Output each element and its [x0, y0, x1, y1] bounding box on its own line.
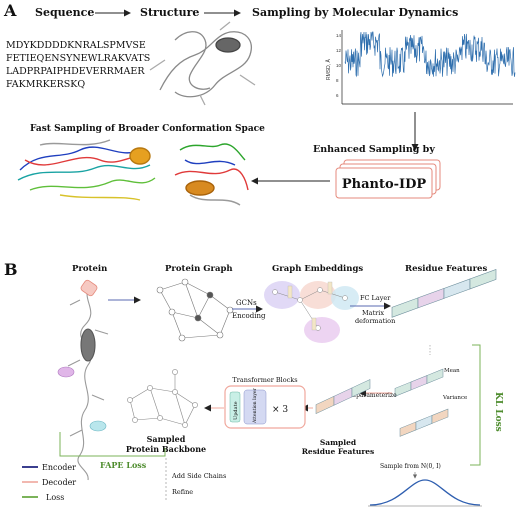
protein-graph [156, 278, 234, 342]
md-ytick-12: 12 [336, 48, 342, 53]
graph-embeddings-title: Graph Embeddings [272, 264, 363, 274]
transformer-title: Transformer Blocks [232, 376, 297, 384]
sequence-text: MDYKDDDDKNRALSPMVSE FETIEQENSYNEWLRAKVAT… [6, 40, 150, 90]
times-three-label: × 3 [272, 405, 288, 415]
fast-sampling-title: Fast Sampling of Broader Conformation Sp… [30, 124, 265, 134]
sequence-line-1: MDYKDDDDKNRALSPMVSE [6, 40, 146, 51]
sampled-features-label-1: Sampled [320, 438, 357, 447]
phanto-idp-label: Phanto-IDP [342, 177, 427, 192]
panel-b-letter: B [4, 260, 18, 279]
variance-bar [399, 408, 449, 437]
kl-loss-label: KL Loss [493, 392, 503, 432]
residue-features-title: Residue Features [405, 264, 487, 274]
legend-loss-label: Loss [46, 493, 64, 502]
sequence-line-3: LADPRPAIPHDEVERRMAER [6, 66, 145, 77]
md-ytick-6: 6 [336, 93, 339, 98]
legend-encoder-label: Encoder [42, 463, 76, 472]
attention-label: Attention layer [252, 387, 258, 424]
md-ylabel: RMSD, Å [325, 59, 332, 81]
conformation-ensemble-1 [17, 139, 156, 201]
deformation-label: deformation [355, 317, 395, 325]
enhanced-sampling-title: Enhanced Sampling by [313, 144, 435, 155]
structure-image [149, 21, 256, 106]
structure-title: Structure [140, 6, 199, 19]
protein-structure [57, 279, 109, 481]
encoding-label: Encoding [232, 312, 266, 320]
graph-embeddings [264, 281, 359, 343]
legend: Encoder Decoder Loss [22, 463, 76, 502]
md-title: Sampling by Molecular Dynamics [252, 6, 458, 19]
gcn-label: GCNs [236, 299, 257, 307]
fape-loss-bracket [59, 432, 166, 457]
legend-decoder-label: Decoder [42, 478, 76, 487]
md-trace-line [344, 31, 516, 78]
md-ytick-14: 14 [336, 33, 342, 38]
fape-loss-label: FAPE Loss [100, 460, 147, 470]
add-side-chains-label: Add Side Chains [171, 472, 226, 480]
residue-features-bar [391, 269, 497, 318]
sequence-line-2: FETIEQENSYNEWLRAKVATS [6, 53, 150, 64]
conformation-ensemble-2 [174, 143, 249, 206]
protein-title: Protein [72, 264, 107, 274]
panel-a-letter: A [3, 1, 17, 20]
md-ytick-8: 8 [336, 78, 339, 83]
mean-label: Mean [444, 368, 460, 374]
phanto-idp-box: Phanto-IDP [335, 159, 441, 199]
reparameterize-label: Reparameterize [348, 392, 397, 399]
sampled-backbone-graph [127, 369, 198, 428]
sampled-features-label-2: Residue Features [302, 447, 375, 456]
sampled-residue-features-bar [315, 379, 371, 415]
sampled-backbone-label-1: Sampled [147, 434, 186, 444]
md-trace-plot: RMSD, Å 14 12 10 8 6 [325, 30, 516, 105]
sequence-line-4: FAKMRKERSKQ [6, 79, 85, 90]
protein-graph-title: Protein Graph [165, 264, 233, 274]
gaussian-curve [369, 479, 481, 506]
matrix-label: Matrix [362, 309, 384, 317]
fc-layer-label: FC Layer [360, 294, 391, 302]
sample-normal-label: Sample from N(0, I) [380, 463, 441, 470]
transformer-block: Update Attention layer × 3 [224, 385, 306, 429]
refine-label: Refine [172, 488, 193, 496]
sequence-title: Sequence [35, 6, 94, 19]
update-label: Update [233, 401, 239, 420]
md-ytick-10: 10 [336, 63, 342, 68]
variance-label: Variance [442, 395, 467, 401]
sampled-backbone-label-2: Protein Backbone [126, 444, 206, 454]
kl-loss-bracket [470, 344, 481, 466]
mean-bar [394, 368, 444, 397]
